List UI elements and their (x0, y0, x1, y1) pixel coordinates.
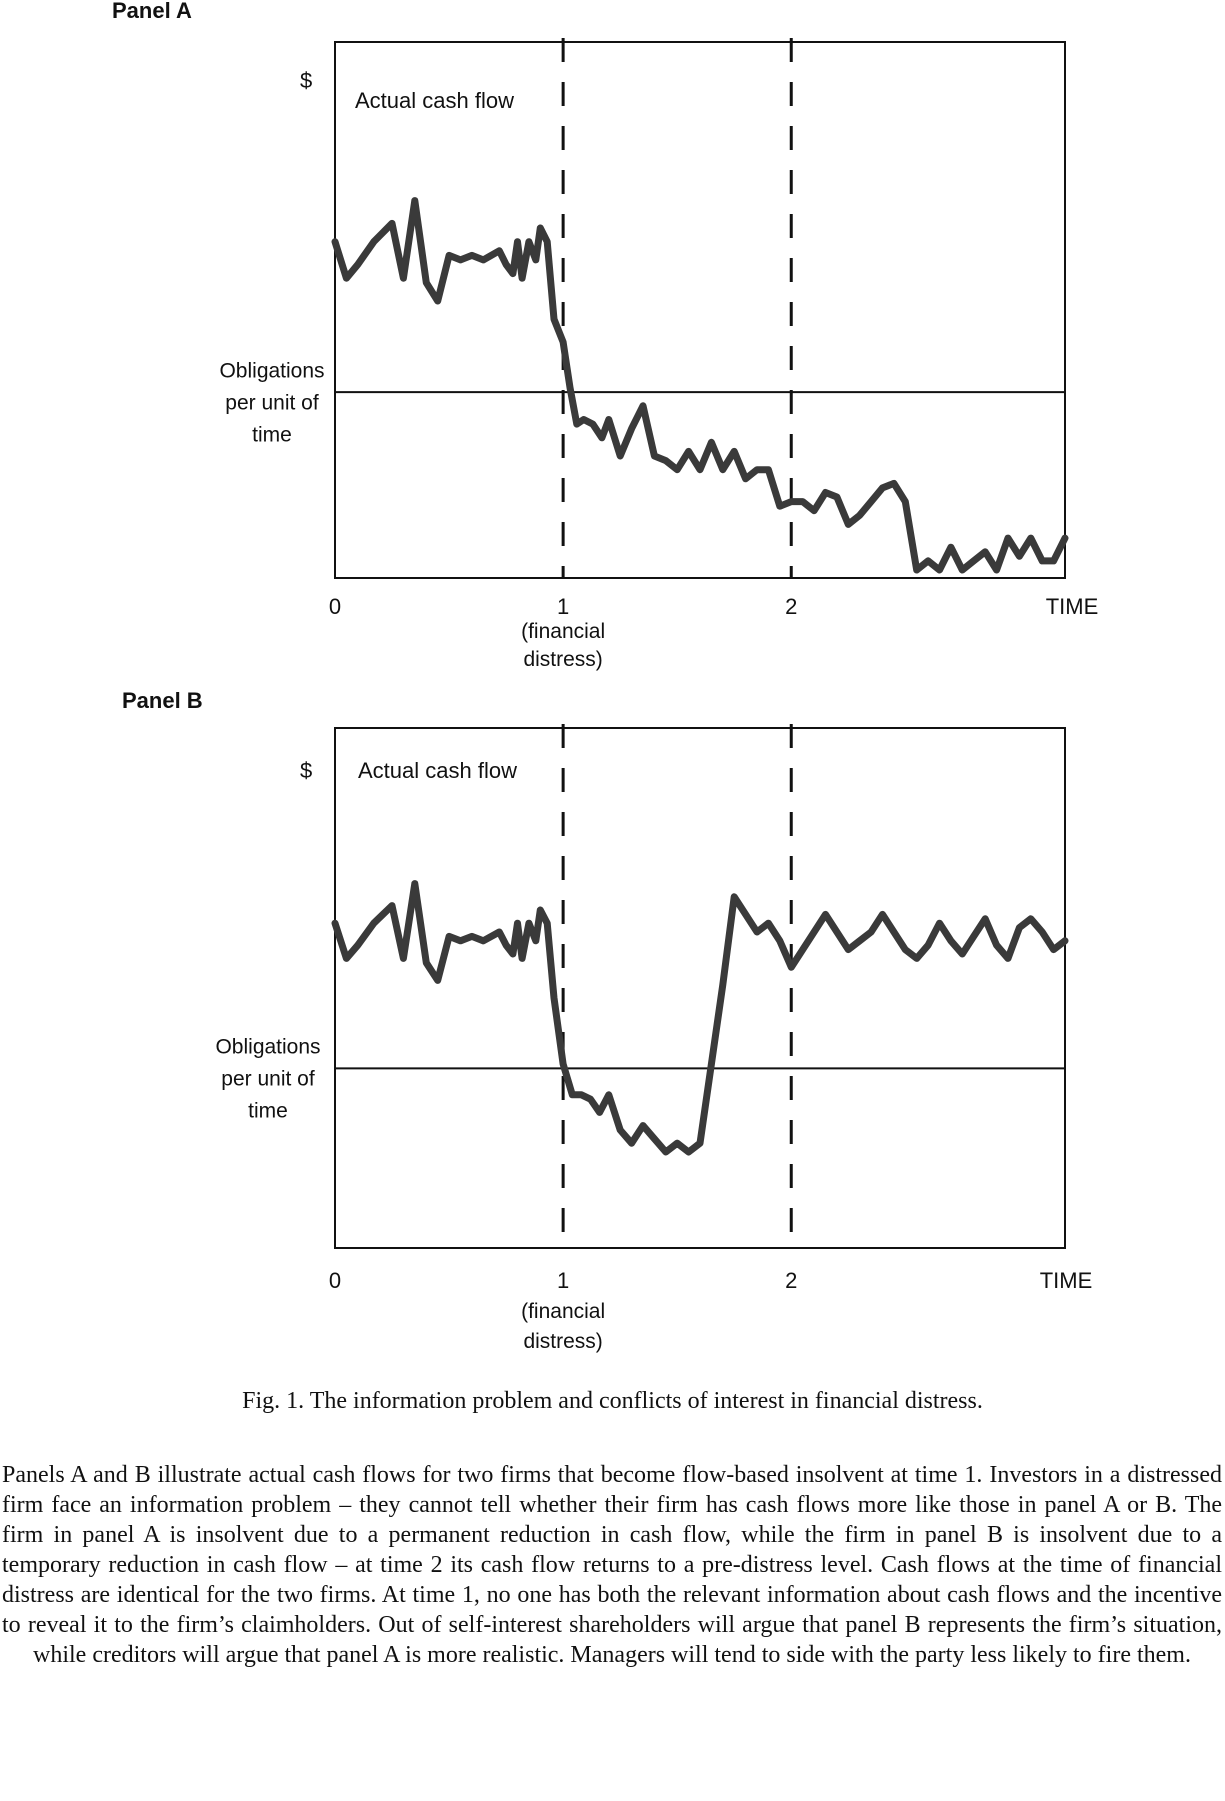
distress-note-line: (financial (521, 620, 605, 643)
y-axis-label: $ (300, 758, 312, 783)
plot-frame (334, 41, 1066, 579)
distress-note-line: (financial (521, 1300, 605, 1323)
figure-description: Panels A and B illustrate actual cash fl… (2, 1462, 1222, 1668)
distress-note-line: distress) (523, 1330, 602, 1353)
x-axis-label: TIME (1040, 1268, 1093, 1293)
x-axis-label: TIME (1046, 594, 1099, 619)
panel-label: Panel A (112, 0, 192, 23)
x-tick-label: 0 (329, 1268, 341, 1293)
obligation-label-line: per unit of (225, 391, 319, 414)
obligation-label-line: time (248, 1100, 288, 1123)
x-tick-label: 1 (557, 594, 569, 619)
obligation-label-line: Obligations (219, 359, 324, 382)
figure-caption: Fig. 1. The information problem and conf… (242, 1388, 983, 1414)
distress-note-line: distress) (523, 648, 602, 671)
y-axis-label: $ (300, 68, 312, 93)
obligation-label-line: Obligations (215, 1036, 320, 1059)
cash-flow-line (331, 197, 1069, 574)
x-tick-label: 0 (329, 594, 341, 619)
series-label: Actual cash flow (355, 88, 514, 113)
cash-flow-line (331, 880, 1069, 1156)
series-label: Actual cash flow (358, 758, 517, 783)
panel-label: Panel B (122, 688, 203, 713)
obligation-label-line: time (252, 423, 292, 446)
obligation-label-line: per unit of (221, 1068, 315, 1091)
x-tick-label: 2 (785, 594, 797, 619)
x-tick-label: 2 (785, 1268, 797, 1293)
figure: Panel A $ Actual cash flow Obligations per u… (112, 0, 1099, 1353)
plot-frame (334, 727, 1066, 1249)
x-tick-label: 1 (557, 1268, 569, 1293)
